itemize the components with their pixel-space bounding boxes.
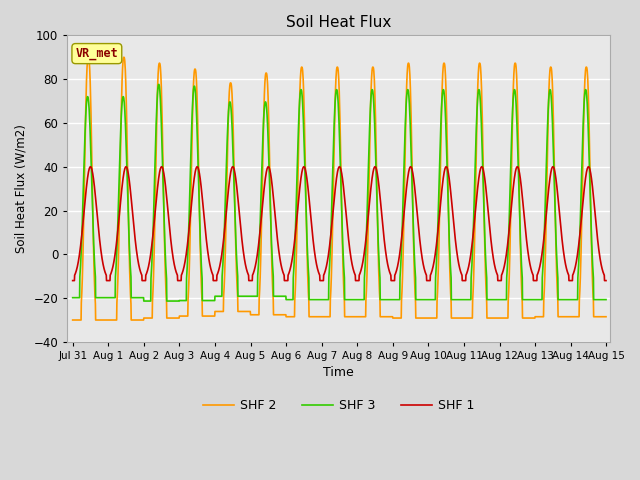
SHF 3 (570, 297, 578, 302)
SHF 2 (556, 314, 563, 320)
SHF 3 (140, 298, 148, 304)
SHF 2 (570, 314, 578, 320)
Legend: SHF 2, SHF 3, SHF 1: SHF 2, SHF 3, SHF 1 (198, 394, 479, 417)
SHF 3 (495, 297, 502, 302)
SHF 2 (495, 315, 502, 321)
SHF 1 (570, 269, 578, 275)
SHF 1 (69, 278, 77, 284)
SHF 2 (355, 314, 363, 320)
SHF 3 (355, 297, 363, 302)
SHF 3 (367, 101, 374, 107)
Line: SHF 3: SHF 3 (73, 84, 606, 301)
Y-axis label: Soil Heat Flux (W/m2): Soil Heat Flux (W/m2) (15, 124, 28, 253)
SHF 3 (556, 297, 563, 302)
SHF 3 (155, 82, 163, 87)
SHF 1 (602, 278, 610, 284)
SHF 3 (69, 295, 77, 300)
SHF 1 (367, 191, 374, 196)
SHF 1 (218, 252, 225, 258)
X-axis label: Time: Time (323, 367, 354, 380)
SHF 1 (556, 206, 563, 212)
SHF 1 (86, 164, 94, 169)
Text: VR_met: VR_met (76, 47, 118, 60)
SHF 3 (218, 293, 226, 299)
SHF 3 (602, 297, 610, 302)
SHF 2 (69, 317, 77, 323)
Line: SHF 2: SHF 2 (73, 57, 606, 320)
SHF 2 (367, 113, 374, 119)
Title: Soil Heat Flux: Soil Heat Flux (286, 15, 391, 30)
SHF 2 (84, 54, 92, 60)
SHF 2 (218, 309, 225, 314)
SHF 1 (495, 278, 502, 284)
Line: SHF 1: SHF 1 (73, 167, 606, 281)
SHF 1 (355, 278, 363, 284)
SHF 2 (602, 314, 610, 320)
